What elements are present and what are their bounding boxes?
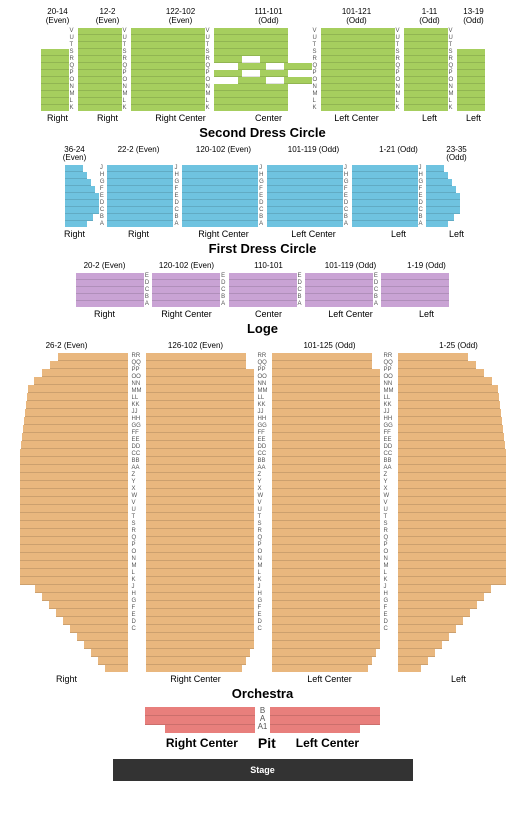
- seating-block[interactable]: [426, 165, 460, 227]
- loge-tier: 20-2 (Even)120-102 (Even)110-101101-119 …: [8, 262, 517, 336]
- pit-title: Pit: [258, 735, 276, 751]
- column-header: 101-119 (Odd): [270, 146, 358, 164]
- orch-headers: 26-2 (Even) 126-102 (Even) 101-125 (Odd) 1-…: [8, 342, 517, 351]
- pit-right-center-block[interactable]: [145, 707, 255, 733]
- orch-sections: RRQQPPOONNMMLLKKJJHHGGFFEEDDCCBBAAZYXWVU…: [13, 353, 513, 672]
- column-header: 1-11(Odd): [402, 8, 458, 26]
- seating-block[interactable]: [78, 28, 122, 111]
- section-bottom-label: Right: [100, 229, 178, 239]
- column-header: 101-119 (Odd): [311, 262, 391, 271]
- section-bottom-label: Left Center: [311, 309, 391, 319]
- orchestra-tier: 26-2 (Even) 126-102 (Even) 101-125 (Odd) 1-…: [8, 342, 517, 701]
- seating-block[interactable]: [352, 165, 418, 227]
- seating-block[interactable]: [321, 28, 395, 111]
- column-header: 111-101(Odd): [226, 8, 312, 26]
- column-header: 126-102 (Even): [136, 342, 256, 351]
- seating-block[interactable]: [229, 273, 297, 307]
- pit-left-center-block[interactable]: [270, 707, 380, 733]
- section-bottom-label: Right Center: [180, 229, 268, 239]
- seating-block[interactable]: [76, 273, 144, 307]
- column-header: 120-102 (Even): [180, 146, 268, 164]
- sdc-title: Second Dress Circle: [8, 125, 517, 140]
- column-header: 22-2 (Even): [100, 146, 178, 164]
- column-header: 12-2(Even): [80, 8, 136, 26]
- section-bottom-label: Right Center: [147, 309, 227, 319]
- sdc-bottoms: RightRightRight CenterCenterLeft CenterL…: [8, 113, 517, 123]
- section-bottom-label: Left: [402, 113, 458, 123]
- seating-block[interactable]: [398, 353, 506, 672]
- section-bottom-label: Left: [404, 674, 514, 684]
- section-bottom-label: Left: [393, 309, 461, 319]
- seating-block[interactable]: [41, 28, 69, 111]
- column-header: 36-24 (Even): [52, 146, 98, 164]
- column-header: 101-121(Odd): [314, 8, 400, 26]
- pit-tier: BAA1 Right Center Pit Left Center: [8, 707, 517, 751]
- loge-headers: 20-2 (Even)120-102 (Even)110-101101-119 …: [8, 262, 517, 271]
- section-bottom-label: Left Center: [270, 229, 358, 239]
- column-header: 1-19 (Odd): [393, 262, 461, 271]
- column-header: 23-35 (Odd): [440, 146, 474, 164]
- seating-block[interactable]: [267, 165, 343, 227]
- column-header: 13-19(Odd): [460, 8, 488, 26]
- section-bottom-label: Right Center: [138, 113, 224, 123]
- section-bottom-label: Right: [12, 674, 122, 684]
- column-header: 26-2 (Even): [12, 342, 122, 351]
- seating-block[interactable]: [272, 353, 380, 672]
- column-header: 20-2 (Even): [65, 262, 145, 271]
- sdc-sections: VUTSRQPONMLKVUTSRQPONMLKVUTSRQPONMLKVUTS…: [8, 28, 517, 111]
- stage-label: Stage: [250, 765, 275, 775]
- pit-left-label: Right Center: [166, 736, 238, 750]
- loge-title: Loge: [8, 321, 517, 336]
- column-header: 1-25 (Odd): [404, 342, 514, 351]
- seating-block[interactable]: [146, 353, 254, 672]
- loge-bottoms: RightRight CenterCenterLeft CenterLeft: [8, 309, 517, 319]
- orch-bottoms: Right Right Center Left Center Left: [8, 674, 517, 684]
- column-header: 101-125 (Odd): [270, 342, 390, 351]
- section-bottom-label: Left Center: [270, 674, 390, 684]
- seating-block[interactable]: [381, 273, 449, 307]
- seating-block[interactable]: [457, 28, 485, 111]
- section-bottom-label: Right Center: [136, 674, 256, 684]
- orch-title: Orchestra: [8, 686, 517, 701]
- section-bottom-label: Right: [80, 113, 136, 123]
- section-bottom-label: Right: [38, 113, 78, 123]
- second-dress-circle-tier: 20-14(Even)12-2(Even)122-102(Even)111-10…: [8, 8, 517, 140]
- loge-sections: EDCBAEDCBAEDCBAEDCBA: [8, 273, 517, 307]
- fdc-bottoms: RightRightRight CenterLeft CenterLeftLef…: [8, 229, 517, 239]
- seating-block[interactable]: [131, 28, 205, 111]
- seating-block[interactable]: [107, 165, 173, 227]
- section-bottom-label: Left: [460, 113, 488, 123]
- seating-block[interactable]: [404, 28, 448, 111]
- fdc-sections: JHGFEDCBAJHGFEDCBAJHGFEDCBAJHGFEDCBAJHGF…: [8, 165, 517, 227]
- section-bottom-label: Center: [229, 309, 309, 319]
- stage: Stage: [113, 759, 413, 781]
- seating-block[interactable]: [65, 165, 99, 227]
- fdc-title: First Dress Circle: [8, 241, 517, 256]
- column-header: 110-101: [229, 262, 309, 271]
- seating-block[interactable]: [182, 165, 258, 227]
- section-bottom-label: Right: [65, 309, 145, 319]
- sdc-headers: 20-14(Even)12-2(Even)122-102(Even)111-10…: [8, 8, 517, 26]
- seating-block[interactable]: [152, 273, 220, 307]
- column-header: 122-102(Even): [138, 8, 224, 26]
- column-header: 120-102 (Even): [147, 262, 227, 271]
- first-dress-circle-tier: 36-24 (Even)22-2 (Even)120-102 (Even)101…: [8, 146, 517, 257]
- pit-row-labels: BAA1: [257, 707, 269, 731]
- section-bottom-label: Right: [52, 229, 98, 239]
- pit-right-label: Left Center: [296, 736, 359, 750]
- seating-block[interactable]: [20, 353, 128, 672]
- section-bottom-label: Center: [226, 113, 312, 123]
- seating-block[interactable]: [305, 273, 373, 307]
- column-header: 1-21 (Odd): [360, 146, 438, 164]
- section-bottom-label: Left Center: [314, 113, 400, 123]
- column-header: 20-14(Even): [38, 8, 78, 26]
- section-bottom-label: Left: [360, 229, 438, 239]
- section-bottom-label: Left: [440, 229, 474, 239]
- seating-block[interactable]: [214, 28, 312, 111]
- fdc-headers: 36-24 (Even)22-2 (Even)120-102 (Even)101…: [8, 146, 517, 164]
